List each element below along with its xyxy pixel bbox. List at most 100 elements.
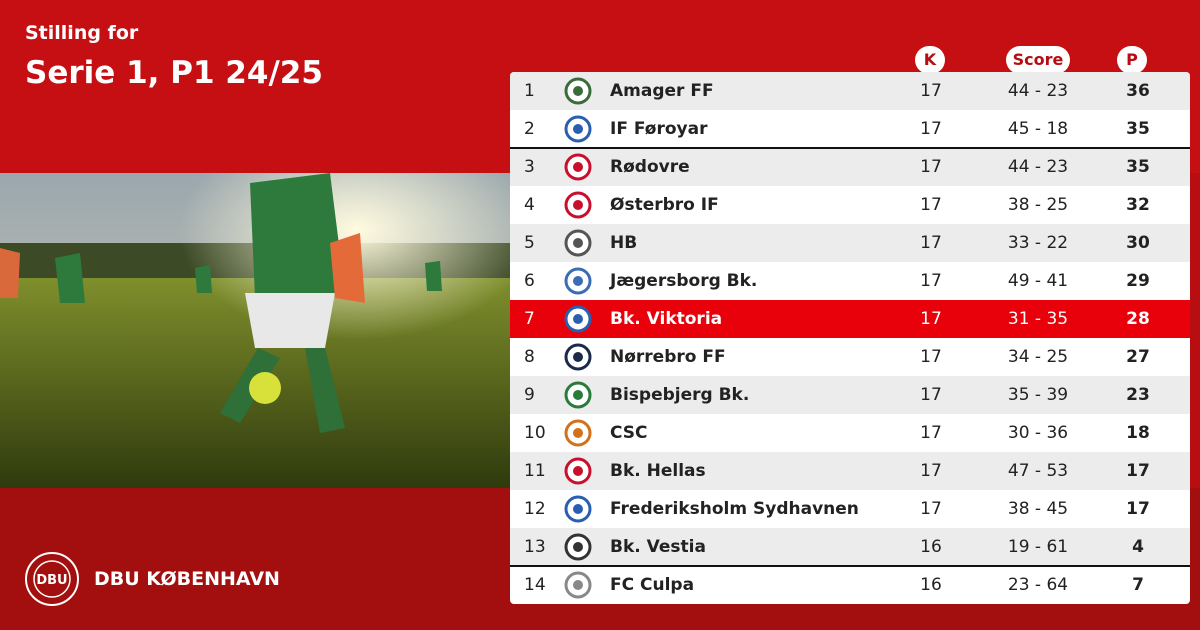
subtitle: Stilling for	[25, 22, 139, 44]
rank: 5	[524, 233, 535, 253]
team-name: IF Føroyar	[610, 119, 708, 139]
played: 17	[920, 119, 942, 139]
played: 17	[920, 499, 942, 519]
score: 49 - 41	[1007, 271, 1069, 291]
team-name: Bk. Viktoria	[610, 309, 723, 329]
score: 33 - 22	[1007, 233, 1069, 253]
team-name: HB	[610, 233, 638, 253]
table-row: 3 Rødovre 17 44 - 23 35	[510, 148, 1190, 186]
score: 19 - 61	[1007, 537, 1069, 557]
points: 18	[1126, 423, 1150, 443]
team-logo	[564, 153, 592, 181]
points: 4	[1132, 537, 1144, 557]
points: 17	[1126, 499, 1150, 519]
rank: 1	[524, 81, 535, 101]
team-logo	[564, 533, 592, 561]
score: 31 - 35	[1007, 309, 1069, 329]
points: 35	[1126, 119, 1150, 139]
played: 16	[920, 537, 942, 557]
team-name: Jægersborg Bk.	[610, 271, 758, 291]
team-logo	[564, 419, 592, 447]
played: 17	[920, 271, 942, 291]
score: 45 - 18	[1007, 119, 1069, 139]
rank: 8	[524, 347, 535, 367]
table-row: 2 IF Føroyar 17 45 - 18 35	[510, 110, 1190, 148]
team-name: Bk. Hellas	[610, 461, 706, 481]
points: 27	[1126, 347, 1150, 367]
team-logo	[564, 191, 592, 219]
score: 34 - 25	[1007, 347, 1069, 367]
points: 35	[1126, 157, 1150, 177]
separator	[510, 147, 1190, 149]
points: 32	[1126, 195, 1150, 215]
team-name: Østerbro IF	[610, 195, 719, 215]
score: 38 - 45	[1007, 499, 1069, 519]
rank: 4	[524, 195, 535, 215]
points: 28	[1126, 309, 1150, 329]
team-name: Bispebjerg Bk.	[610, 385, 750, 405]
table-row: 12 Frederiksholm Sydhavnen 17 38 - 45 17	[510, 490, 1190, 528]
played: 17	[920, 461, 942, 481]
score: 30 - 36	[1007, 423, 1069, 443]
team-name: Bk. Vestia	[610, 537, 706, 557]
photo	[0, 173, 510, 488]
team-logo	[564, 381, 592, 409]
rank: 14	[524, 575, 546, 595]
emblem-text: DBU	[36, 573, 67, 588]
rank: 11	[524, 461, 546, 481]
points: 23	[1126, 385, 1150, 405]
played: 17	[920, 233, 942, 253]
team-logo	[564, 457, 592, 485]
rank: 10	[524, 423, 546, 443]
separator	[510, 565, 1190, 567]
score: 47 - 53	[1007, 461, 1069, 481]
score: 35 - 39	[1007, 385, 1069, 405]
table-row: 9 Bispebjerg Bk. 17 35 - 39 23	[510, 376, 1190, 414]
table-row: 1 Amager FF 17 44 - 23 36	[510, 72, 1190, 110]
score: 44 - 23	[1007, 157, 1069, 177]
table-row: 13 Bk. Vestia 16 19 - 61 4	[510, 528, 1190, 566]
table-row: 4 Østerbro IF 17 38 - 25 32	[510, 186, 1190, 224]
rank: 12	[524, 499, 546, 519]
points: 30	[1126, 233, 1150, 253]
team-name: Frederiksholm Sydhavnen	[610, 499, 859, 519]
emblem: DBU	[25, 552, 79, 606]
team-name: Amager FF	[610, 81, 714, 101]
played: 17	[920, 157, 942, 177]
rank: 6	[524, 271, 535, 291]
column-header: P	[1117, 46, 1147, 74]
team-name: CSC	[610, 423, 648, 443]
played: 16	[920, 575, 942, 595]
team-logo	[564, 571, 592, 599]
team-logo	[564, 115, 592, 143]
team-logo	[564, 267, 592, 295]
rank: 7	[524, 309, 535, 329]
played: 17	[920, 195, 942, 215]
rank: 3	[524, 157, 535, 177]
team-name: FC Culpa	[610, 575, 695, 595]
table-row: 8 Nørrebro FF 17 34 - 25 27	[510, 338, 1190, 376]
team-logo	[564, 229, 592, 257]
score: 23 - 64	[1007, 575, 1069, 595]
team-name: Nørrebro FF	[610, 347, 726, 367]
table-row: 5 HB 17 33 - 22 30	[510, 224, 1190, 262]
points: 29	[1126, 271, 1150, 291]
table-row: 6 Jægersborg Bk. 17 49 - 41 29	[510, 262, 1190, 300]
team-logo	[564, 305, 592, 333]
column-header: K	[915, 46, 945, 74]
table-row: 7 Bk. Viktoria 17 31 - 35 28	[510, 300, 1190, 338]
column-header: Score	[1006, 46, 1070, 74]
rank: 13	[524, 537, 546, 557]
team-name: Rødovre	[610, 157, 690, 177]
points: 36	[1126, 81, 1150, 101]
played: 17	[920, 385, 942, 405]
rank: 2	[524, 119, 535, 139]
title: Serie 1, P1 24/25	[25, 55, 323, 91]
table-row: 10 CSC 17 30 - 36 18	[510, 414, 1190, 452]
played: 17	[920, 81, 942, 101]
points: 17	[1126, 461, 1150, 481]
brand: DBU KØBENHAVN	[94, 568, 280, 590]
team-logo	[564, 495, 592, 523]
played: 17	[920, 309, 942, 329]
standings-table: 1 Amager FF 17 44 - 23 36 2 IF Føroyar 17 45 - 1…	[510, 72, 1190, 604]
